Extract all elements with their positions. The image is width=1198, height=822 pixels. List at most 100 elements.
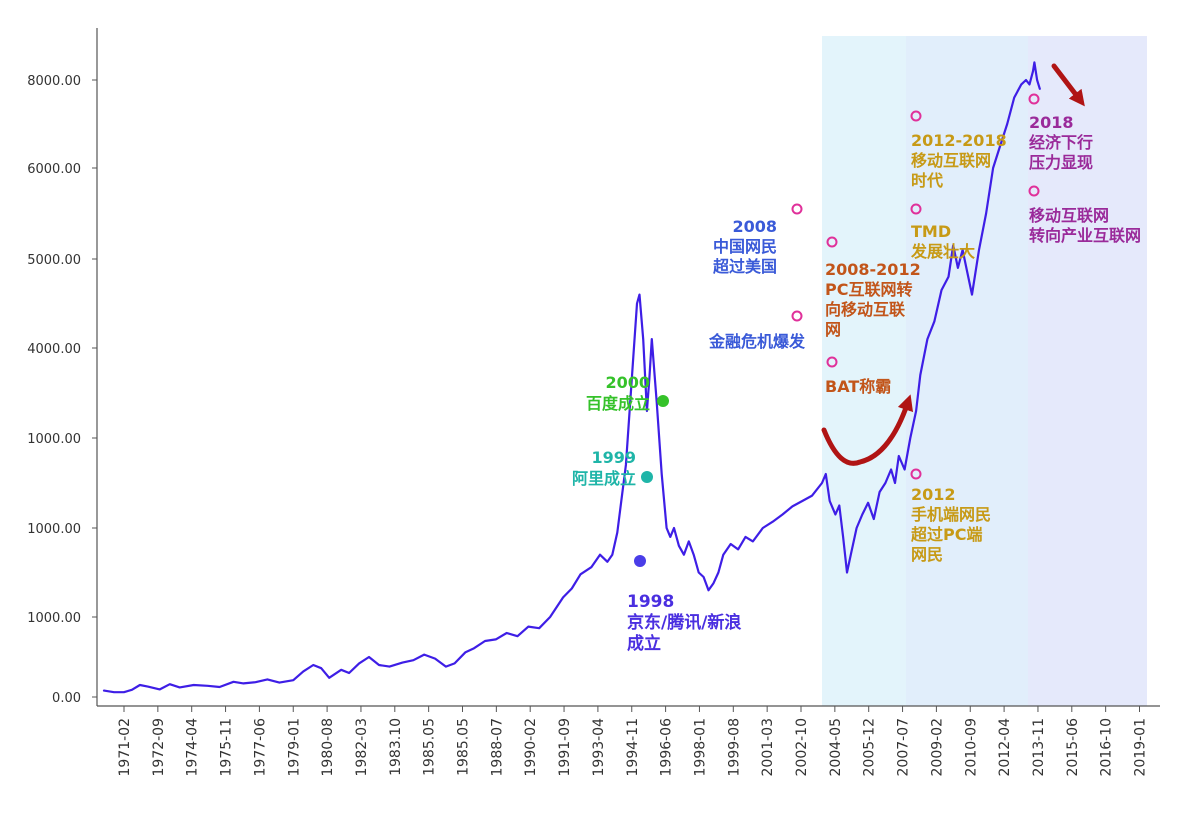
event-ring-marker (791, 203, 803, 215)
annotation-text-line: 2012-2018 (911, 131, 1007, 150)
trend-arrows (821, 63, 1085, 466)
annotation-text-line: 2008-2012 (825, 260, 921, 279)
series-line-1 (102, 61, 1041, 694)
annotation-text-line: TMD (911, 222, 951, 241)
x-tick-label: 2007-07 (896, 718, 912, 777)
series-lines (102, 61, 1041, 694)
event-ring-marker (910, 203, 922, 215)
annotation-text-line: 京东/腾讯/新浪 (627, 612, 741, 633)
x-tick-label: 1971-02 (117, 718, 133, 777)
x-tick-label: 1975-11 (219, 718, 235, 777)
annotation-text-line: 压力显现 (1029, 153, 1093, 172)
y-tick-label: 0.00 (52, 691, 81, 706)
event-dot-marker (657, 395, 669, 407)
x-tick-label: 2004-05 (828, 718, 844, 777)
annotation-financial-crisis: 金融危机爆发 (708, 310, 806, 351)
annotation-text-line: 成立 (627, 633, 661, 654)
downtrend-arrow (1051, 63, 1085, 107)
annotation-text-line: 网民 (911, 545, 943, 564)
annotation-text-line: 阿里成立 (572, 469, 636, 488)
annotation-text-line: 网 (825, 320, 841, 339)
annotation-text-line: 超过PC端 (910, 525, 982, 544)
x-tick-label: 1991-09 (557, 718, 573, 777)
x-tick-label: 1988-07 (489, 718, 505, 777)
x-tick-label: 2002-10 (794, 718, 810, 777)
annotation-text-line: 移动互联网 (1029, 206, 1109, 225)
annotation-text-line: 发展壮大 (910, 242, 975, 261)
annotation-text-line: 向移动互联 (825, 300, 905, 319)
x-tick-label: 2016-10 (1099, 718, 1115, 777)
annotation-text-line: PC互联网转 (825, 280, 912, 299)
annotation-text-line: 移动互联网 (911, 151, 991, 170)
x-tick-label: 2012-04 (997, 718, 1013, 777)
x-tick-label: 1980-08 (320, 718, 336, 777)
x-tick-label: 2009-02 (929, 718, 945, 777)
y-tick-label: 4000.00 (27, 342, 81, 357)
annotation-text-line: 1998 (627, 592, 674, 612)
x-tick-label: 1990-02 (523, 718, 539, 777)
x-tick-label: 2019-01 (1133, 718, 1149, 777)
event-ring-marker (791, 310, 803, 322)
annotation-text-line: 手机端网民 (911, 505, 991, 524)
annotation-text-line: 金融危机爆发 (708, 332, 806, 351)
y-tick-label: 6000.00 (27, 162, 81, 177)
shaded-region-2 (906, 36, 1028, 706)
x-tick-label: 1983.10 (388, 718, 404, 776)
event-ring-marker (826, 356, 838, 368)
annotation-text-line: 2018 (1029, 113, 1074, 132)
event-ring-marker (1028, 185, 1040, 197)
annotation-text-line: 转向产业互联网 (1029, 226, 1141, 245)
event-ring-marker (826, 236, 838, 248)
y-tick-label: 5000.00 (27, 253, 81, 268)
x-tick-label: 2015-06 (1065, 718, 1081, 777)
x-tick-label: 2001-03 (760, 718, 776, 777)
annotation-text-line: 中国网民 (713, 237, 777, 256)
annotation-text-line: 超过美国 (712, 257, 777, 276)
event-ring-marker (910, 110, 922, 122)
x-tick-label: 1999-08 (726, 718, 742, 777)
annotation-2000: 2000 百度成立 (586, 373, 669, 413)
x-tick-label: 2010-09 (963, 718, 979, 777)
event-dot-marker (641, 471, 653, 483)
annotation-text-line: 1999 (591, 448, 636, 467)
y-tick-label: 1000.00 (27, 611, 81, 626)
x-tick-label: 2013-11 (1031, 718, 1047, 777)
y-tick-label: 1000.00 (27, 522, 81, 537)
x-tick-label: 1985.05 (422, 718, 438, 776)
x-tick-label: 1974-04 (185, 718, 201, 777)
uptrend-arrow (821, 394, 914, 466)
annotation-text-line: 时代 (911, 171, 943, 190)
shaded-region-3 (1028, 36, 1147, 706)
annotation-text-line: 经济下行 (1029, 133, 1093, 152)
annotation-text-line: 2008 (732, 217, 777, 236)
shaded-region-1 (822, 36, 906, 706)
x-tick-label: 1994-11 (625, 718, 641, 777)
x-tick-label: 1993-04 (591, 718, 607, 777)
event-dot-marker (634, 555, 646, 567)
annotation-bat: BAT称霸 (825, 356, 891, 396)
x-tick-label: 1979-01 (286, 718, 302, 777)
x-tick-label: 1977-06 (252, 718, 268, 777)
event-ring-marker (910, 468, 922, 480)
x-tick-label: 1998-01 (692, 718, 708, 777)
x-tick-label: 2005-12 (862, 718, 878, 777)
y-tick-label: 8000.00 (27, 74, 81, 89)
annotation-text-line: 2000 (605, 373, 650, 392)
y-tick-label: 1000.00 (27, 432, 81, 447)
annotation-1999: 1999 阿里成立 (572, 448, 653, 488)
x-tick-label: 1985.05 (456, 718, 472, 776)
annotation-text-line: 2012 (911, 485, 956, 504)
annotation-text-line: BAT称霸 (825, 377, 891, 396)
axes: 0.00 1000.00 1000.00 1000.00 4000.00 5000.00 6… (27, 28, 1160, 777)
x-tick-label: 1996-06 (659, 718, 675, 777)
